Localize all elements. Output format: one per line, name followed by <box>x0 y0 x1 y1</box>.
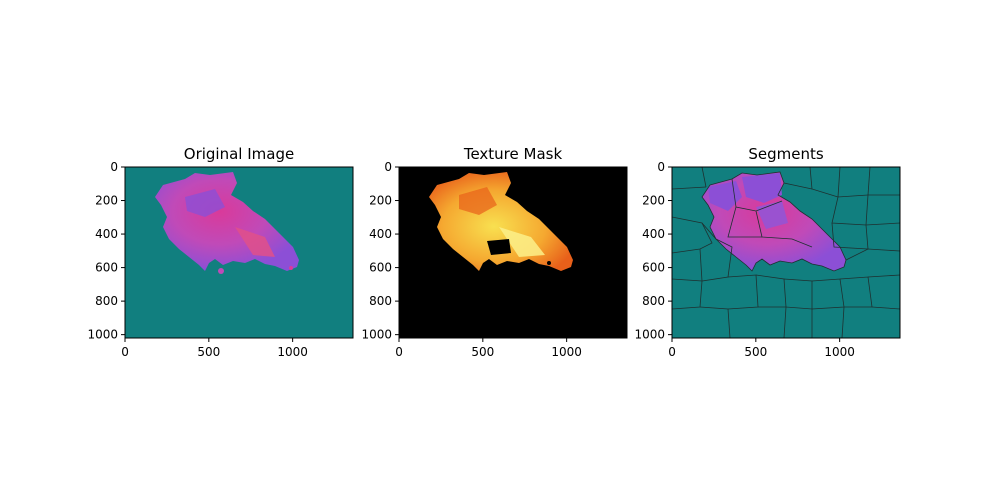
segments-frame <box>671 166 901 339</box>
y-tick-label: 200 <box>642 194 665 208</box>
y-tick-label: 200 <box>95 194 118 208</box>
x-tick-label: 500 <box>197 345 220 359</box>
y-tick-label: 400 <box>95 227 118 241</box>
original-image-frame <box>124 166 354 339</box>
x-tick-label: 1000 <box>277 345 308 359</box>
y-tick-label: 800 <box>95 294 118 308</box>
y-tick-label: 400 <box>642 227 665 241</box>
original-image-blob <box>155 172 299 274</box>
x-tick-label: 500 <box>744 345 767 359</box>
texture-mask-frame <box>398 166 628 339</box>
segments-title: Segments <box>748 145 824 163</box>
y-tick-label: 800 <box>369 294 392 308</box>
segments-blob <box>702 172 846 271</box>
y-tick-label: 0 <box>384 160 392 174</box>
y-tick-label: 0 <box>110 160 118 174</box>
segment-boundaries <box>672 167 900 338</box>
x-tick-label: 0 <box>395 345 403 359</box>
x-tick-label: 1000 <box>824 345 855 359</box>
y-tick-label: 1000 <box>87 328 118 342</box>
y-tick-label: 1000 <box>634 328 665 342</box>
y-tick-label: 600 <box>369 261 392 275</box>
x-tick-label: 0 <box>121 345 129 359</box>
texture-mask-blob <box>429 172 573 271</box>
y-tick-label: 800 <box>642 294 665 308</box>
y-tick-label: 200 <box>369 194 392 208</box>
x-tick-label: 1000 <box>551 345 582 359</box>
y-tick-label: 400 <box>369 227 392 241</box>
y-tick-label: 600 <box>642 261 665 275</box>
y-tick-label: 1000 <box>361 328 392 342</box>
x-tick-label: 500 <box>471 345 494 359</box>
y-tick-label: 600 <box>95 261 118 275</box>
y-tick-label: 0 <box>657 160 665 174</box>
texture-mask-title: Texture Mask <box>463 145 563 163</box>
original-image-title: Original Image <box>184 145 294 163</box>
x-tick-label: 0 <box>668 345 676 359</box>
